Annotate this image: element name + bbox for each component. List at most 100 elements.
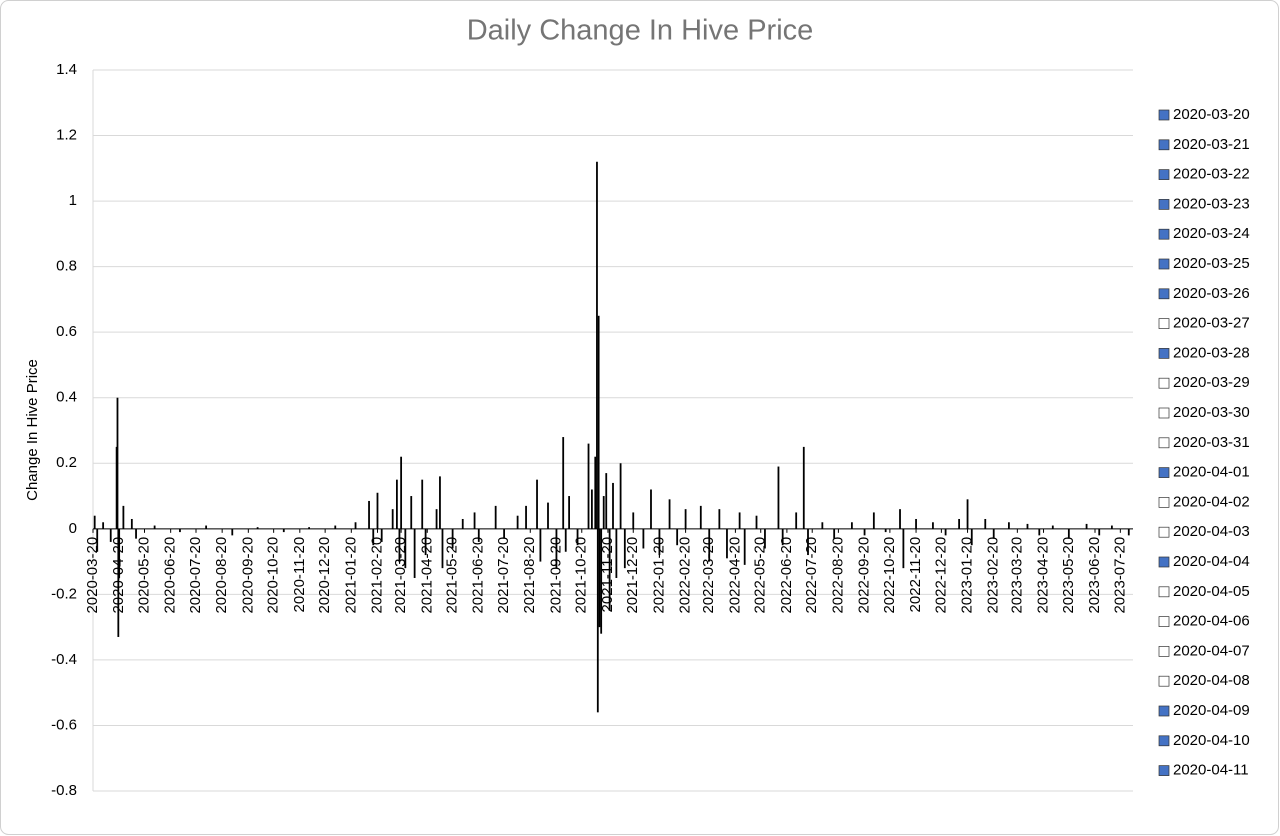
y-tick-label: -0.4 — [51, 651, 77, 668]
bar — [503, 528, 506, 539]
bar — [726, 528, 728, 559]
legend-swatch — [1158, 407, 1170, 419]
x-tick-label: 2021-06-20 — [470, 537, 487, 614]
bar — [944, 528, 947, 536]
legend-swatch — [1158, 318, 1170, 329]
bar — [755, 515, 758, 529]
x-tick-label: 2022-11-20 — [907, 537, 924, 613]
bar — [536, 479, 538, 529]
legend-swatch — [1158, 199, 1170, 210]
x-tick-label: 2021-11-20 — [599, 537, 616, 613]
bar — [884, 528, 887, 533]
bar — [576, 528, 579, 546]
bar — [354, 522, 357, 529]
bar — [424, 528, 427, 556]
bar — [376, 492, 379, 529]
bar — [93, 515, 96, 529]
bar — [795, 512, 798, 529]
bar — [391, 509, 394, 529]
bar — [833, 528, 836, 539]
bar — [122, 505, 125, 529]
bar — [308, 527, 311, 529]
x-tick-label: 2023-06-20 — [1086, 537, 1103, 614]
legend-label: 2020-04-01 — [1173, 464, 1250, 481]
bar — [421, 479, 424, 529]
y-tick-label: 0.4 — [56, 389, 77, 406]
bar — [130, 518, 133, 529]
x-tick-label: 2023-04-20 — [1034, 537, 1051, 614]
bar — [872, 512, 875, 529]
bar — [1098, 528, 1101, 536]
x-tick-label: 2021-01-20 — [342, 537, 359, 614]
x-tick-label: 2021-03-20 — [392, 537, 409, 614]
bar — [231, 528, 234, 536]
bar — [117, 528, 120, 637]
bar — [562, 437, 565, 529]
bar — [461, 518, 464, 529]
legend-swatch — [1158, 467, 1170, 478]
y-tick-label: 0.6 — [56, 323, 77, 340]
legend-swatch — [1158, 616, 1170, 627]
bar — [992, 528, 995, 539]
bar — [764, 528, 766, 549]
bar — [984, 518, 987, 529]
bar — [102, 522, 105, 529]
legend-label: 2020-03-30 — [1173, 404, 1250, 421]
bar — [632, 512, 635, 529]
bar — [1067, 528, 1070, 539]
legend-swatch — [1158, 497, 1170, 508]
legend-label: 2020-03-24 — [1173, 225, 1250, 242]
legend-label: 2020-03-20 — [1173, 106, 1250, 123]
bar — [1038, 528, 1041, 536]
bar — [539, 528, 542, 562]
x-tick-label: 2022-02-20 — [677, 537, 694, 614]
legend-label: 2020-04-04 — [1173, 553, 1250, 570]
bar — [743, 528, 746, 565]
bar — [477, 528, 480, 542]
x-tick-label: 2020-06-20 — [162, 537, 179, 614]
x-tick-label: 2020-04-20 — [110, 537, 127, 614]
bar — [600, 528, 603, 634]
y-axis-title: Change In Hive Price — [24, 359, 41, 501]
legend-label: 2020-04-11 — [1173, 762, 1249, 779]
x-tick-label: 2020-12-20 — [316, 537, 333, 614]
bar — [256, 527, 259, 529]
y-tick-label: 1.2 — [56, 127, 77, 144]
x-tick-label: 2022-03-20 — [700, 537, 717, 614]
bar — [547, 502, 549, 529]
x-tick-label: 2021-02-20 — [368, 537, 385, 614]
bar — [668, 499, 671, 529]
bar — [966, 499, 969, 529]
y-tick-label: -0.6 — [51, 716, 77, 733]
x-tick-label: 2021-08-20 — [521, 537, 538, 614]
bar — [718, 509, 721, 529]
bar — [958, 518, 961, 529]
bar — [587, 443, 590, 529]
legend-swatch — [1158, 437, 1170, 449]
legend-swatch — [1158, 586, 1170, 598]
x-tick-label: 2022-05-20 — [752, 537, 769, 614]
bar — [435, 509, 438, 529]
bar — [372, 528, 375, 546]
x-tick-label: 2022-04-20 — [726, 537, 743, 614]
bar — [135, 528, 137, 539]
bar — [821, 522, 824, 529]
x-tick-label: 2021-04-20 — [418, 537, 435, 614]
bar — [398, 528, 401, 562]
bar — [619, 463, 622, 529]
bar — [525, 505, 527, 529]
x-tick-label: 2022-08-20 — [829, 537, 846, 614]
legend-label: 2020-03-29 — [1173, 374, 1250, 391]
x-tick-label: 2022-09-20 — [856, 537, 873, 614]
bar — [642, 528, 645, 549]
legend-swatch — [1158, 675, 1170, 687]
bar — [615, 528, 618, 578]
bar — [413, 528, 416, 578]
bar — [684, 509, 687, 529]
legend-label: 2020-04-05 — [1173, 583, 1250, 600]
bar — [738, 512, 741, 529]
bar — [380, 528, 383, 542]
bar — [555, 528, 558, 569]
legend-swatch — [1158, 377, 1170, 389]
